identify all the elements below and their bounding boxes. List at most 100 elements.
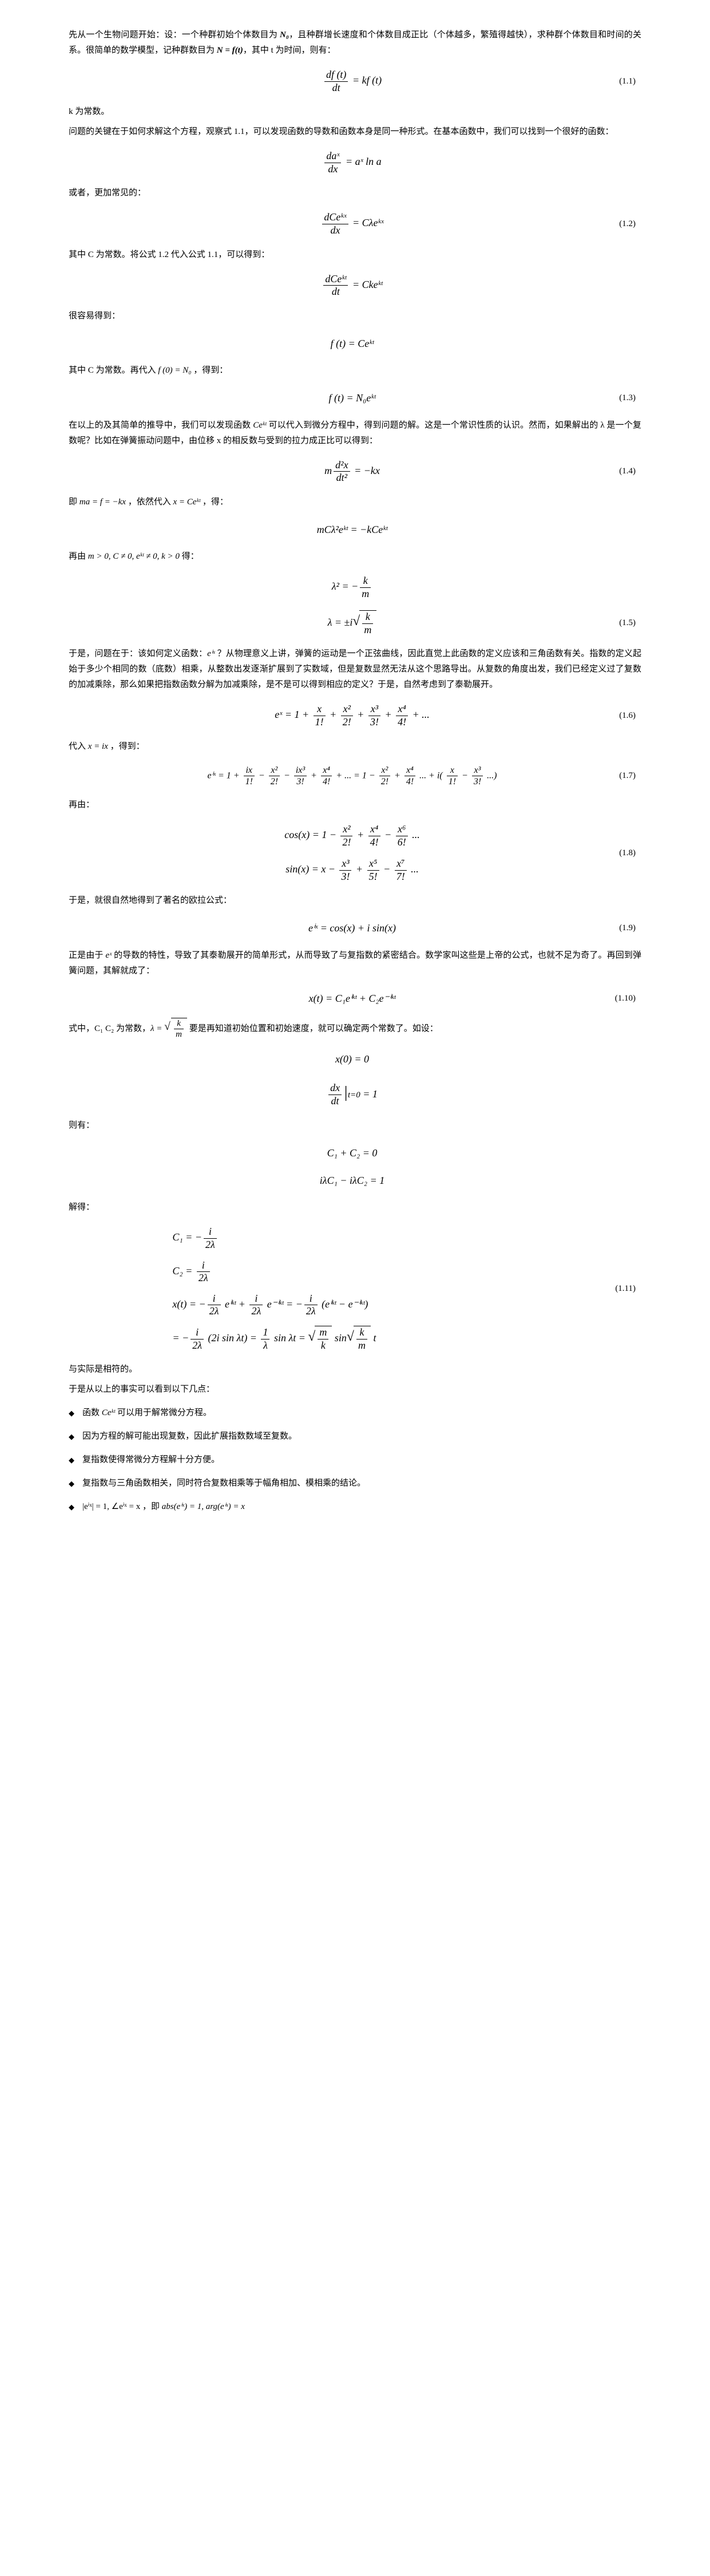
math-inline: N = f(t) bbox=[217, 46, 243, 55]
equation-1-4: md²xdt² = −kx (1.4) bbox=[69, 459, 641, 484]
bullet-item: 函数 Ceᵏᵗ 可以用于解常微分方程。 bbox=[82, 1405, 641, 1421]
text: 再由 bbox=[69, 552, 88, 561]
paragraph: 与实际是相符的。 bbox=[69, 1362, 641, 1377]
equation-1-10: x(t) = C₁eⁱᵏᵗ + C₂e⁻ⁱᵏᵗ (1.10) bbox=[69, 989, 641, 1008]
text: 正是由于 bbox=[69, 951, 105, 960]
text: ，依然代入 bbox=[126, 497, 173, 507]
eq-body: f (t) = N₀eᵏᵗ bbox=[329, 389, 376, 407]
equation-1-9: eⁱˣ = cos(x) + i sin(x) (1.9) bbox=[69, 919, 641, 937]
eq-num: k bbox=[360, 575, 371, 588]
eq-body: eⁱˣ = cos(x) + i sin(x) bbox=[308, 919, 396, 937]
eq-l: eˣ = 1 + bbox=[275, 709, 311, 721]
text: 代入 bbox=[69, 742, 88, 751]
eq-den: m bbox=[362, 624, 373, 637]
math-inline: eˣ bbox=[105, 951, 112, 960]
paragraph: 于是，就很自然地得到了著名的欧拉公式： bbox=[69, 893, 641, 908]
eq-number: (1.8) bbox=[420, 846, 641, 861]
equation: f (t) = Ceᵏᵗ bbox=[69, 334, 641, 353]
eq-number: (1.3) bbox=[376, 390, 642, 406]
eq-rhs: = Cλeᵏˣ bbox=[350, 218, 384, 229]
paragraph: 解得： bbox=[69, 1200, 641, 1215]
paragraph: 其中 C 为常数。再代入 f (0) = N₀ ，得到： bbox=[69, 363, 641, 378]
text: 在以上的及其简单的推导中，我们可以发现函数 bbox=[69, 421, 253, 430]
text: ，其中 t 为时间，则有： bbox=[243, 46, 336, 55]
text: 要是再知道初始位置和初始速度，就可以确定两个常数了。如设： bbox=[187, 1024, 438, 1033]
eq-number: (1.4) bbox=[380, 464, 641, 479]
paragraph: 其中 C 为常数。将公式 1.2 代入公式 1.1，可以得到： bbox=[69, 247, 641, 263]
text: ，得到： bbox=[192, 366, 228, 375]
eq-body: mCλ²eᵏᵗ = −kCeᵏᵗ bbox=[317, 520, 388, 539]
bullet-item: 复指数与三角函数相关，同时符合复数相乘等于幅角相加、模相乘的结论。 bbox=[82, 1476, 641, 1491]
paragraph: 或者，更加常见的： bbox=[69, 185, 641, 201]
eq-num: dCeᵏˣ bbox=[322, 211, 348, 224]
paragraph: 式中，C₁ C₂ 为常数，λ = km 要是再知道初始位置和初始速度，就可以确定… bbox=[69, 1018, 641, 1040]
eq-number: (1.5) bbox=[376, 615, 641, 631]
paragraph: k 为常数。 bbox=[69, 104, 641, 120]
equation-1-7: eⁱˣ = 1 + ix1! − x²2! − ix³3! + x⁴4! + .… bbox=[69, 765, 641, 787]
eq-line: C₁ + C₂ = 0 bbox=[327, 1144, 378, 1162]
math-inline: eⁱˣ bbox=[207, 649, 215, 658]
eq-num: daˣ bbox=[324, 150, 341, 163]
text: 其中 C 为常数。再代入 bbox=[69, 366, 158, 375]
math-inline: f (0) = N₀ bbox=[158, 366, 191, 375]
equation-1-2: dCeᵏˣdx = Cλeᵏˣ (1.2) bbox=[69, 211, 641, 236]
eq-number: (1.7) bbox=[497, 768, 642, 784]
text: 式中，C₁ C₂ 为常数， bbox=[69, 1024, 150, 1033]
eq-number: (1.9) bbox=[396, 920, 641, 936]
math-inline: x = ix bbox=[88, 742, 108, 751]
math-inline: N₀ bbox=[280, 30, 289, 39]
bullet-item: 复指数使得常微分方程解十分方便。 bbox=[82, 1452, 641, 1468]
text: ，得： bbox=[200, 497, 228, 507]
math-inline: Ceᵏᵗ bbox=[253, 421, 266, 430]
eq-number: (1.6) bbox=[430, 708, 641, 724]
paragraph: 代入 x = ix ，得到： bbox=[69, 739, 641, 754]
eq-den: m bbox=[360, 588, 371, 600]
eq-den: dt bbox=[324, 82, 348, 94]
math-inline: ma = f = −kx bbox=[80, 497, 126, 507]
eq-num: dCeᵏᵗ bbox=[323, 273, 348, 286]
eq-l: λ² = − bbox=[332, 580, 359, 592]
eq-m: m bbox=[324, 465, 332, 476]
paragraph: 再由： bbox=[69, 797, 641, 813]
eq-rhs: = kf (t) bbox=[350, 74, 382, 86]
eq-line: iλC₁ − iλC₂ = 1 bbox=[320, 1171, 384, 1190]
bullet-list: 函数 Ceᵏᵗ 可以用于解常微分方程。 因为方程的解可能出现复数，因此扩展指数数… bbox=[69, 1405, 641, 1515]
equation: dCeᵏᵗdt = Ckeᵏᵗ bbox=[69, 273, 641, 298]
eq-num: k bbox=[362, 611, 373, 624]
eq-den: dt² bbox=[334, 472, 350, 484]
document-page: 先从一个生物问题开始：设：一个种群初始个体数目为 N₀，且种群增长速度和个体数目… bbox=[0, 0, 710, 1546]
paragraph: 很容易得到： bbox=[69, 309, 641, 324]
paragraph: 问题的关键在于如何求解这个方程，观察式 1.1，可以发现函数的导数和函数本身是同… bbox=[69, 124, 641, 140]
eq-num: df (t) bbox=[324, 69, 348, 82]
eq-den: dt bbox=[323, 286, 348, 298]
math-inline: m > 0, C ≠ 0, eᵏᵗ ≠ 0, k > 0 bbox=[88, 552, 180, 561]
eq-rhs: = aˣ ln a bbox=[343, 156, 381, 167]
equation: daˣdx = aˣ ln a bbox=[69, 150, 641, 175]
eq-number: (1.10) bbox=[395, 991, 641, 1006]
paragraph: 即 ma = f = −kx ，依然代入 x = Ceᵏᵗ ，得： bbox=[69, 495, 641, 510]
eq-number: (1.11) bbox=[376, 1281, 641, 1297]
text: 的导数的特性，导致了其泰勒展开的简单形式，从而导致了与复指数的紧密结合。数学家叫… bbox=[69, 951, 641, 975]
paragraph: 再由 m > 0, C ≠ 0, eᵏᵗ ≠ 0, k > 0 得： bbox=[69, 549, 641, 564]
paragraph: 正是由于 eˣ 的导数的特性，导致了其泰勒展开的简单形式，从而导致了与复指数的紧… bbox=[69, 948, 641, 979]
paragraph: 则有： bbox=[69, 1118, 641, 1133]
equation-1-1: df (t)dt = kf (t) (1.1) bbox=[69, 69, 641, 94]
equation-1-3: f (t) = N₀eᵏᵗ (1.3) bbox=[69, 389, 641, 407]
equation: λ² = −km bbox=[69, 575, 641, 600]
paragraph: 先从一个生物问题开始：设：一个种群初始个体数目为 N₀，且种群增长速度和个体数目… bbox=[69, 27, 641, 58]
eq-rhs: = Ckeᵏᵗ bbox=[350, 279, 382, 290]
text: 于是，问题在于：该如何定义函数： bbox=[69, 649, 207, 658]
text: 得： bbox=[180, 552, 199, 561]
eq-body: f (t) = Ceᵏᵗ bbox=[331, 334, 374, 353]
eq-body: x(t) = C₁eⁱᵏᵗ + C₂e⁻ⁱᵏᵗ bbox=[309, 989, 396, 1008]
equation: C₁ + C₂ = 0 iλC₁ − iλC₂ = 1 bbox=[69, 1144, 641, 1190]
bullet-item: 因为方程的解可能出现复数，因此扩展指数数域至复数。 bbox=[82, 1429, 641, 1444]
bullet-item: |eⁱˣ| = 1, ∠eⁱˣ = x ，即 abs(eⁱˣ) = 1, arg… bbox=[82, 1499, 641, 1515]
math-inline: x = Ceᵏᵗ bbox=[173, 497, 200, 507]
equation-initial-conditions: x(0) = 0 dxdt|t=0 = 1 bbox=[69, 1050, 641, 1107]
text: 先从一个生物问题开始：设：一个种群初始个体数目为 bbox=[69, 30, 280, 39]
eq-l: λ = ±i bbox=[328, 617, 353, 629]
eq-num: d²x bbox=[334, 459, 350, 472]
paragraph: 在以上的及其简单的推导中，我们可以发现函数 Ceᵏᵗ 可以代入到微分方程中，得到… bbox=[69, 418, 641, 449]
eq-rhs: = −kx bbox=[352, 465, 380, 476]
